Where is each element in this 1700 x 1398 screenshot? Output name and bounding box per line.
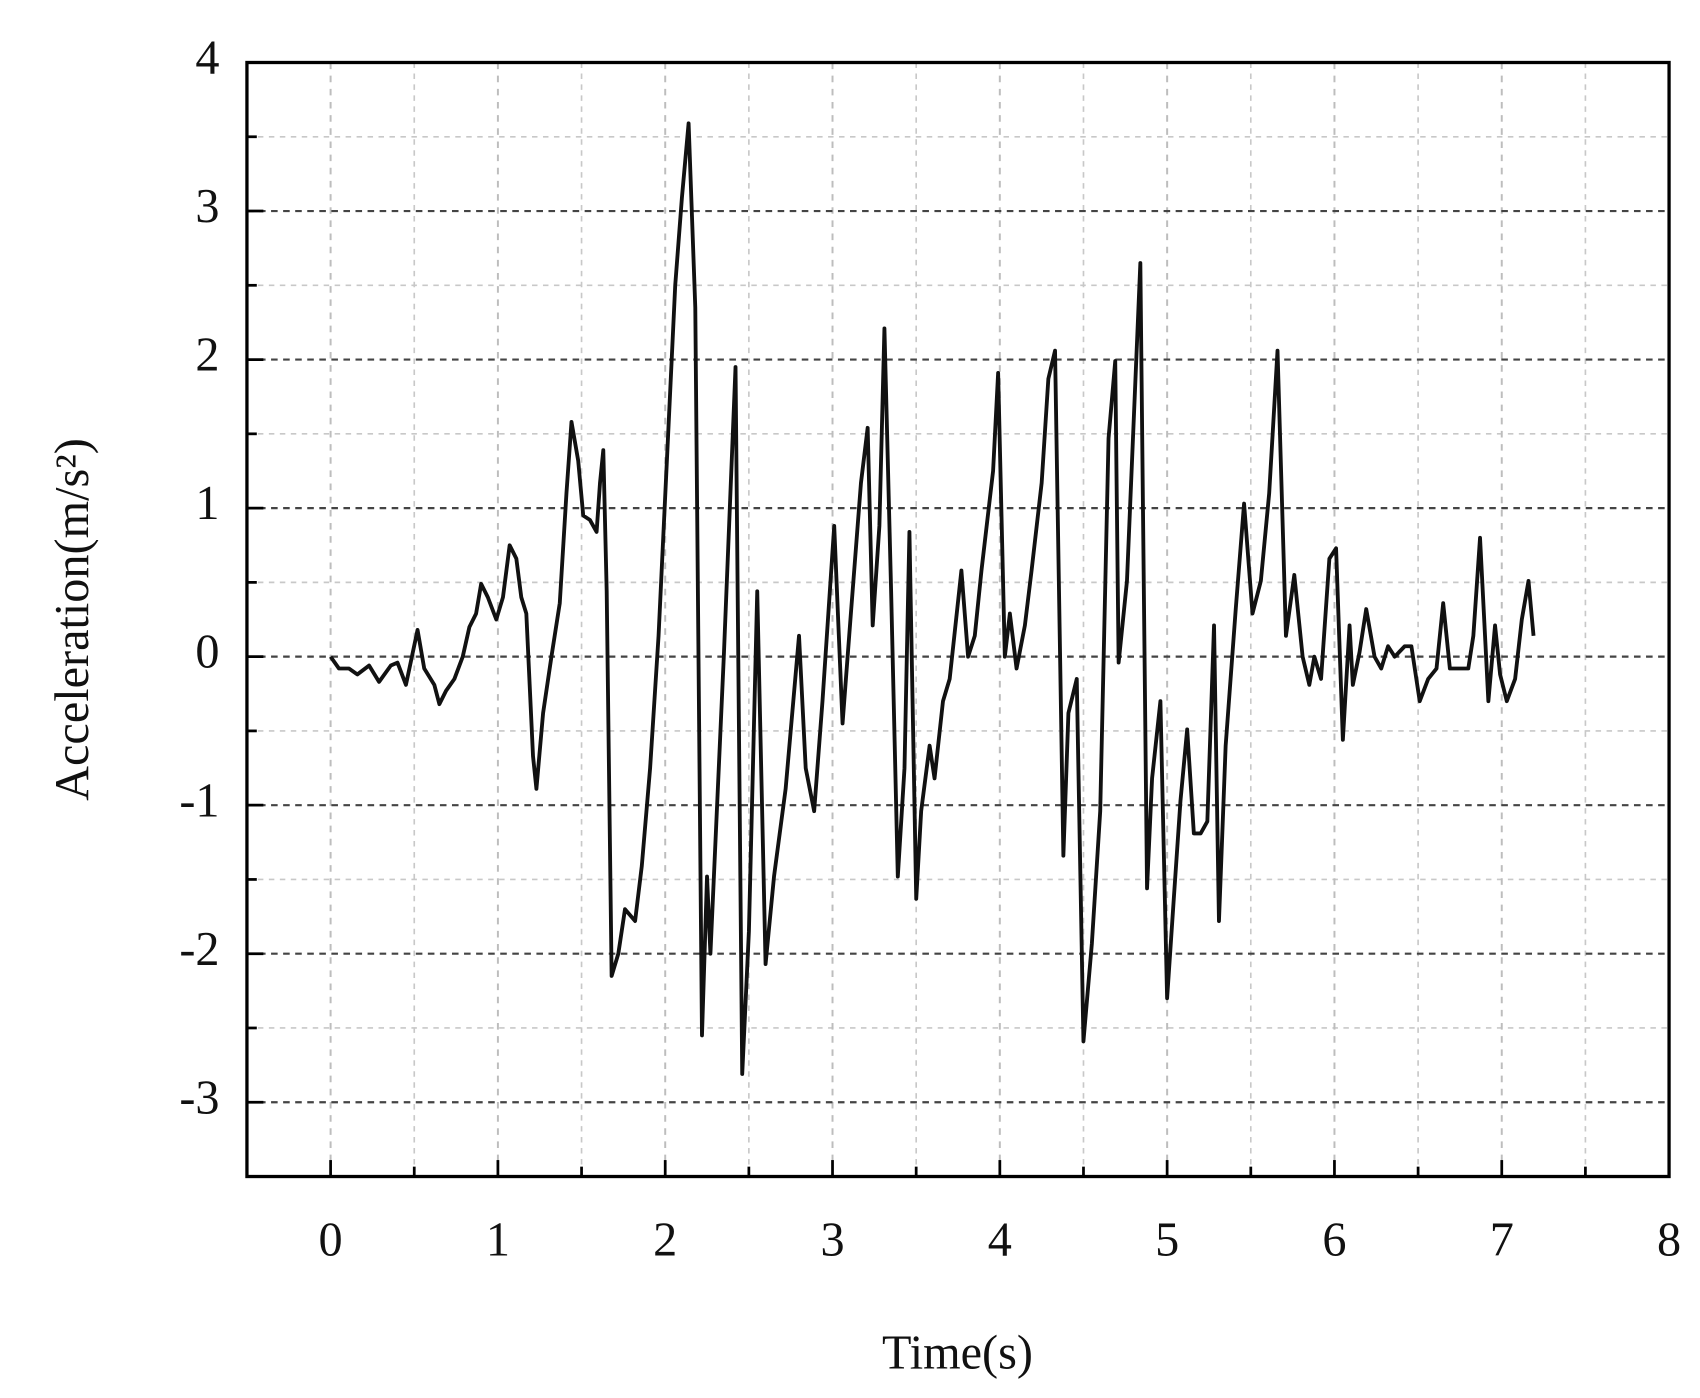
y-tick-label: -1 (179, 774, 219, 827)
x-tick-label: 7 (1490, 1214, 1514, 1267)
y-tick-label: -2 (179, 923, 219, 976)
x-tick-label: 5 (1155, 1214, 1179, 1267)
x-tick-label: 6 (1322, 1214, 1346, 1267)
data-line (329, 121, 1536, 1076)
x-tick-label: 8 (1657, 1214, 1681, 1267)
x-tick-label: 4 (988, 1214, 1012, 1267)
x-tick-label: 3 (820, 1214, 844, 1267)
x-tick-label: 0 (319, 1214, 343, 1267)
x-tick-label: 1 (486, 1214, 510, 1267)
x-tick-label: 2 (653, 1214, 677, 1267)
y-tick-label: 3 (195, 180, 219, 233)
y-tick-label: 2 (195, 329, 219, 382)
x-axis-title: Time(s) (882, 1327, 1033, 1380)
y-tick-label: 1 (195, 477, 219, 530)
y-tick-label: 4 (195, 32, 219, 85)
y-axis-title: Acceleration(m/s²) (46, 438, 99, 801)
y-tick-label: -3 (179, 1071, 219, 1124)
plot-frame (245, 60, 1671, 1179)
y-tick-label: 0 (195, 626, 219, 679)
